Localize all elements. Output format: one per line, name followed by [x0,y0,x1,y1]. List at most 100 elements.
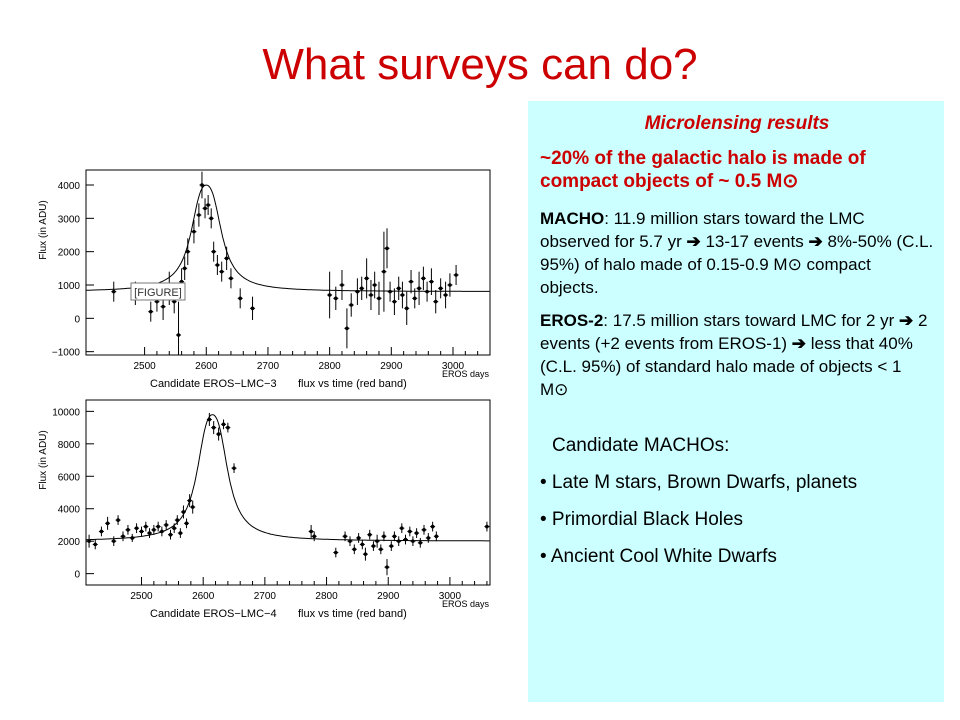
y-tick-label: 0 [74,314,80,325]
data-point [192,229,196,234]
data-point [139,529,144,534]
data-point [349,303,354,307]
y-axis-label: Flux (in ADU) [38,430,49,489]
data-point [411,539,415,543]
data-point [312,534,317,539]
panel-heading: Microlensing results [644,113,830,134]
chart-title: Candidate EROS−LMC−3 [150,378,277,390]
candidate-item: • Late M stars, Brown Dwarfs, planets [540,472,858,493]
chart-subtitle: flux vs time (red band) [298,378,407,390]
data-point [382,534,386,539]
arrow-icon: ➔ [686,232,701,251]
data-point [363,552,368,556]
x-tick-label: 3000 [439,591,462,602]
data-point [364,276,369,281]
macho-text-2: 13-17 events [700,232,809,251]
plot-frame [85,399,491,586]
data-point [403,537,408,542]
results-panel: Microlensing results ~20% of the galacti… [528,101,944,702]
data-point [87,539,91,543]
data-point [417,286,421,291]
eros-text-3: less that 40% (C.L. 95%) of standard hal… [540,334,913,399]
macho-result: MACHO: 11.9 million stars toward the LMC… [540,207,934,299]
data-point [111,289,116,294]
light-curve-chart-lmc3: 2500 2600 2700 2800 2900 3000 −1000 0 1000 2000 30… [38,169,491,390]
data-point [224,256,229,261]
data-point [340,283,344,287]
data-point [399,526,404,531]
data-point [382,269,386,274]
y-tick-label: −1000 [52,348,81,359]
data-point [348,539,352,543]
data-point [367,532,372,537]
data-point [105,521,110,526]
data-point [148,309,153,314]
x-tick-label: 2600 [192,591,215,602]
x-tick-label: 2600 [195,361,218,372]
data-point [345,326,349,331]
data-point [454,273,458,277]
data-point [206,203,210,207]
data-point [334,296,338,301]
data-point [172,299,177,304]
eros-label: EROS-2 [540,311,604,330]
data-point [425,289,429,294]
y-tick-label: 8000 [58,440,81,451]
y-tick-label: 0 [74,570,80,581]
data-point [176,333,181,337]
data-point [388,289,392,294]
data-point [168,532,173,537]
data-point [250,306,255,311]
data-point [372,283,377,287]
arrow-icon: ➔ [899,311,914,330]
data-point [144,524,148,529]
x-axis-label: EROS days [442,599,490,609]
macho-label: MACHO [540,209,605,228]
slide-title: What surveys can do? [262,40,698,89]
data-point [155,299,159,304]
eros-text-2: 2 events (+2 events from EROS-1) [540,311,928,353]
data-point [434,534,439,539]
data-point [379,547,383,552]
data-point [182,266,187,271]
data-point [343,534,347,539]
data-point [369,293,373,297]
chart-subtitle: flux vs time (red band) [298,608,407,620]
data-point [160,529,164,534]
candidate-item: • Primordial Black Holes [540,509,744,530]
data-point [130,536,135,540]
data-point [396,539,401,543]
data-point [443,293,448,297]
data-point [485,524,489,529]
data-point [152,528,156,532]
data-point [385,565,389,569]
data-point [426,536,431,540]
y-axis-label: Flux (in ADU) [38,200,49,259]
x-tick-label: 2700 [254,591,277,602]
eros-result: EROS-2: 17.5 million stars toward LMC fo… [540,309,934,401]
macho-text-1: : 11.9 million stars toward the LMC obse… [540,209,865,251]
data-point [216,432,221,436]
data-point [178,531,183,535]
data-point [211,425,216,430]
light-curve-chart-lmc4: 2500 2600 2700 2800 2900 3000 0 2000 4000 6000 800… [38,399,491,620]
data-point [232,466,236,470]
data-point [172,526,177,531]
data-point [418,541,423,545]
candidates-title: Candidate MACHOs: [552,435,730,456]
data-point [356,536,361,540]
data-point [355,289,360,294]
data-point [197,213,201,217]
data-point [164,523,168,527]
data-point [409,279,413,284]
y-tick-label: 1000 [58,281,81,292]
data-point [226,425,230,430]
x-tick-label: 2900 [377,591,400,602]
data-point [412,296,417,301]
data-point [187,498,192,503]
data-point [116,518,120,522]
data-point [134,526,139,531]
data-point [371,544,376,548]
y-tick-label: 4000 [58,505,81,516]
data-point [448,283,452,287]
